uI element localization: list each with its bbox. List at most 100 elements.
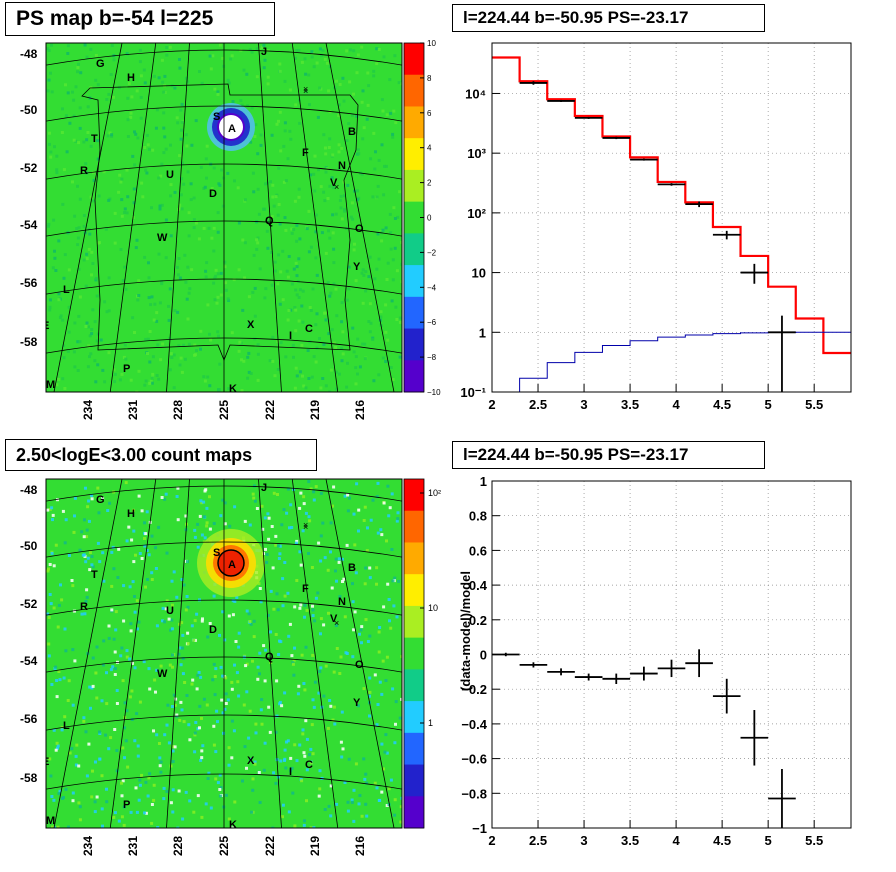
map-pixel bbox=[218, 43, 222, 47]
map-pixel bbox=[173, 309, 177, 313]
map-pixel bbox=[61, 509, 65, 513]
map-pixel bbox=[206, 777, 210, 780]
map-pixel bbox=[147, 667, 151, 671]
map-pixel bbox=[204, 157, 208, 161]
map-pixel bbox=[245, 72, 249, 76]
map-pixel bbox=[88, 334, 92, 338]
map-pixel bbox=[277, 119, 280, 123]
map-pixel bbox=[165, 551, 169, 555]
map-pixel bbox=[364, 270, 368, 274]
map-pixel bbox=[392, 206, 396, 210]
map-pixel bbox=[162, 786, 166, 790]
lon-tick-label: 216 bbox=[353, 400, 367, 420]
map-pixel bbox=[368, 676, 372, 680]
map-pixel bbox=[91, 171, 95, 175]
map-pixel bbox=[198, 726, 201, 730]
map-pixel bbox=[361, 268, 365, 272]
map-pixel bbox=[352, 92, 355, 96]
map-pixel bbox=[57, 292, 61, 296]
map-pixel bbox=[132, 201, 136, 205]
map-pixel bbox=[384, 733, 388, 737]
map-pixel bbox=[274, 195, 278, 199]
map-pixel bbox=[318, 787, 322, 791]
map-pixel bbox=[266, 75, 270, 79]
map-pixel bbox=[339, 655, 343, 659]
map-pixel bbox=[137, 369, 141, 373]
map-pixel bbox=[388, 78, 392, 82]
longitude-line bbox=[109, 479, 157, 828]
map-pixel bbox=[345, 49, 349, 53]
map-pixel bbox=[121, 279, 125, 282]
map-pixel bbox=[220, 168, 224, 172]
map-pixel bbox=[84, 284, 88, 288]
map-pixel bbox=[57, 377, 61, 381]
map-pixel bbox=[150, 571, 154, 575]
y-tick-label: 0.4 bbox=[469, 578, 488, 593]
source-label-K: K bbox=[229, 383, 237, 395]
map-pixel bbox=[172, 353, 176, 357]
map-pixel bbox=[130, 661, 134, 665]
lon-tick-label: 216 bbox=[353, 836, 367, 856]
map-pixel bbox=[400, 796, 402, 800]
map-pixel bbox=[211, 54, 215, 58]
map-pixel bbox=[107, 92, 111, 96]
map-pixel bbox=[226, 698, 230, 702]
map-pixel bbox=[400, 262, 402, 266]
source-label-I: I bbox=[289, 766, 292, 778]
map-pixel bbox=[162, 151, 166, 155]
map-pixel bbox=[171, 749, 175, 753]
map-pixel bbox=[244, 664, 248, 668]
map-pixel bbox=[380, 533, 384, 537]
map-pixel bbox=[150, 206, 153, 210]
map-pixel bbox=[263, 679, 267, 683]
map-pixel bbox=[67, 554, 71, 557]
map-pixel bbox=[243, 276, 246, 280]
map-pixel bbox=[77, 764, 81, 768]
map-pixel bbox=[352, 819, 356, 823]
lon-tick-label: 234 bbox=[81, 400, 95, 420]
map-pixel bbox=[299, 491, 303, 495]
map-pixel bbox=[55, 168, 59, 172]
map-pixel bbox=[330, 586, 334, 590]
map-pixel bbox=[95, 645, 99, 649]
map-pixel bbox=[82, 719, 86, 723]
map-pixel bbox=[223, 265, 227, 269]
colorbar-frame bbox=[403, 478, 425, 829]
map-pixel bbox=[122, 584, 126, 588]
map-pixel bbox=[377, 373, 381, 377]
map-pixel bbox=[216, 295, 220, 299]
map-pixel bbox=[201, 617, 204, 621]
map-pixel bbox=[178, 66, 182, 70]
map-pixel bbox=[352, 350, 356, 354]
map-pixel bbox=[47, 78, 51, 82]
map-pixel bbox=[324, 170, 328, 174]
map-pixel bbox=[165, 789, 169, 793]
map-pixel bbox=[283, 121, 287, 125]
map-pixel bbox=[130, 538, 134, 542]
map-pixel bbox=[316, 115, 320, 119]
map-pixel bbox=[164, 218, 168, 222]
map-pixel bbox=[228, 524, 232, 528]
map-pixel bbox=[381, 356, 385, 360]
map-pixel bbox=[195, 687, 199, 691]
map-pixel bbox=[274, 633, 278, 636]
map-pixel bbox=[71, 180, 74, 184]
map-pixel bbox=[392, 604, 396, 608]
map-pixel bbox=[218, 362, 222, 366]
map-pixel bbox=[398, 190, 402, 194]
map-pixel bbox=[361, 342, 365, 346]
map-pixel bbox=[293, 306, 297, 309]
map-pixel bbox=[298, 743, 302, 747]
map-pixel bbox=[387, 598, 391, 601]
map-pixel bbox=[319, 53, 323, 57]
map-pixel bbox=[129, 622, 133, 626]
map-pixel bbox=[285, 269, 289, 273]
map-pixel bbox=[152, 783, 156, 787]
map-pixel bbox=[283, 594, 287, 598]
map-pixel bbox=[191, 678, 195, 682]
map-pixel bbox=[186, 317, 190, 321]
map-pixel bbox=[56, 498, 59, 502]
source-label-T: T bbox=[91, 569, 98, 581]
map-pixel bbox=[76, 243, 80, 247]
map-pixel bbox=[49, 774, 53, 778]
